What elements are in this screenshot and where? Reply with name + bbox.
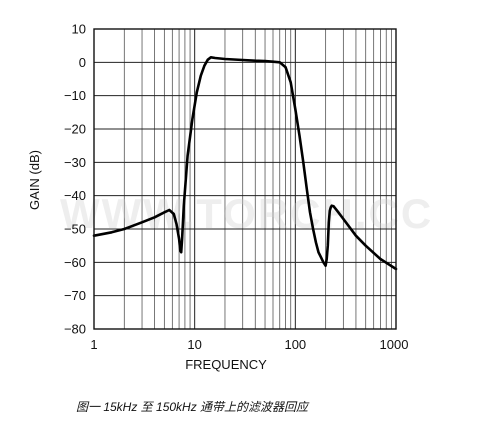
plot-frame bbox=[93, 28, 397, 330]
y-tick-label: 10 bbox=[72, 22, 86, 37]
y-tick-label: −50 bbox=[64, 222, 86, 237]
y-axis-ticks: 10 0 −10 −20 −30 −40 −50 −60 −70 −80 bbox=[64, 22, 86, 337]
grid-lines bbox=[94, 28, 396, 330]
y-tick-label: −10 bbox=[64, 88, 86, 103]
y-tick-label: −30 bbox=[64, 155, 86, 170]
x-tick-label: 1 bbox=[90, 337, 97, 352]
y-tick-label: −60 bbox=[64, 255, 86, 270]
y-tick-label: −70 bbox=[64, 288, 86, 303]
y-tick-label: −80 bbox=[64, 322, 86, 337]
gain-curve bbox=[92, 56, 398, 271]
y-axis-title: GAIN (dB) bbox=[27, 150, 42, 210]
figure-caption: 图一 15kHz 至 150kHz 通带上的滤波器回应 bbox=[76, 400, 309, 414]
y-tick-label: 0 bbox=[79, 55, 86, 70]
x-axis-title: FREQUENCY bbox=[185, 357, 267, 372]
x-tick-label: 1000 bbox=[380, 337, 409, 352]
y-tick-label: −40 bbox=[64, 188, 86, 203]
x-tick-label: 100 bbox=[284, 337, 306, 352]
x-tick-label: 10 bbox=[187, 337, 201, 352]
x-axis-ticks: 1 10 100 1000 bbox=[90, 337, 408, 352]
y-tick-label: −20 bbox=[64, 122, 86, 137]
